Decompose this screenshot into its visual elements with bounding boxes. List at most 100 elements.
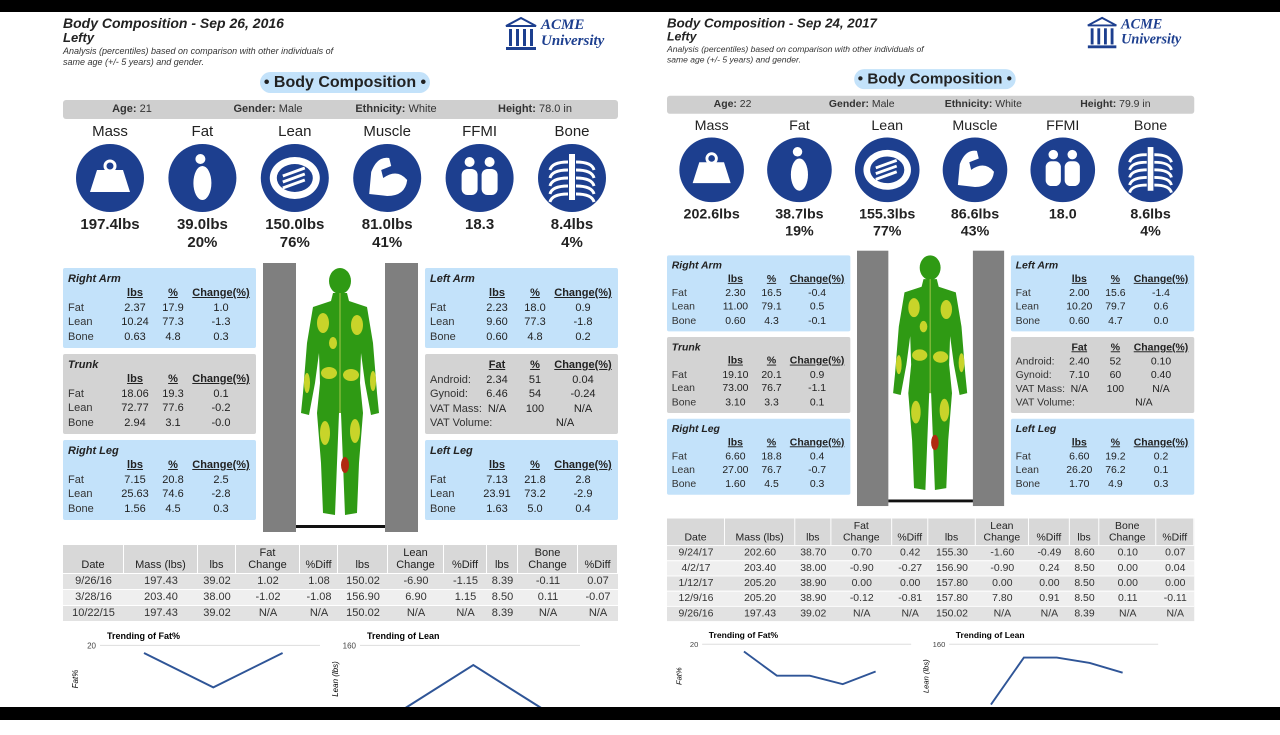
column-header: Fat	[1071, 341, 1088, 354]
cell: 0.60	[1069, 314, 1090, 327]
trend-title: Trending of Lean	[956, 631, 1025, 641]
metric-amount: 202.6lbs	[683, 205, 740, 223]
row-label: Bone	[671, 314, 697, 327]
history-cell: 38.00	[800, 562, 827, 574]
cell: 2.94	[124, 416, 146, 429]
history-cell: N/A	[588, 607, 608, 619]
metric-amount: 39.0lbs	[176, 216, 228, 233]
icon-shape	[464, 157, 475, 167]
history-cell: 7.80	[992, 592, 1013, 604]
icon-shape	[548, 160, 596, 171]
trend-ylabel: Lean (lbs)	[331, 661, 340, 697]
icon-shape	[548, 192, 596, 203]
history-cell: 157.80	[936, 592, 968, 604]
row-label: Fat	[68, 301, 84, 314]
metric-percent: 77%	[872, 223, 902, 240]
row-label: Fat	[430, 301, 446, 314]
logo-icon	[505, 16, 537, 50]
icon-shape	[875, 159, 898, 170]
cell: -0.24	[570, 388, 596, 400]
trend-line	[743, 650, 876, 686]
history-cell: 0.00	[1039, 577, 1060, 589]
metric-name: Bone	[1133, 117, 1168, 134]
logo-icon	[1087, 16, 1117, 49]
logo-column	[1104, 28, 1107, 45]
history-column: Date	[63, 545, 124, 573]
cell: 0.2	[1153, 450, 1169, 462]
info-value: 22	[739, 98, 752, 110]
figure-patch	[911, 400, 921, 424]
cell: 77.3	[524, 316, 546, 328]
region-panel: Right Leg lbs% Change(%) Fat 6.60 18.8 0.4 Lean…	[667, 418, 851, 495]
cell: 2.30	[725, 287, 746, 299]
figure-patch	[958, 353, 965, 373]
info-bar	[667, 95, 1195, 114]
column-header: Change(%)	[192, 459, 250, 471]
y-tick-label: 20	[87, 641, 96, 650]
row-label: Android:	[430, 373, 471, 386]
cell: 27.00	[722, 464, 749, 476]
cell: 52	[1109, 355, 1122, 367]
cell: 1.60	[725, 478, 746, 490]
info-value: Male	[871, 98, 895, 110]
cell: -1.1	[808, 382, 827, 395]
row-label: Fat	[68, 473, 84, 486]
cell: 0.60	[486, 330, 508, 343]
history-cell: -0.11	[535, 575, 561, 587]
figure-patch	[317, 313, 329, 333]
cell: 20.8	[162, 473, 184, 486]
cell: 100	[525, 402, 545, 415]
info-label: Gender:	[233, 103, 276, 115]
history-cell: 0.91	[1039, 592, 1060, 604]
history-cell: N/A	[1166, 607, 1184, 620]
icon-shape	[875, 164, 898, 175]
cell: 4.5	[764, 478, 779, 490]
metric-name: Mass	[92, 123, 128, 140]
metric-name: Bone	[554, 123, 590, 140]
history-cell: -0.12	[849, 592, 874, 604]
cell: 20.1	[761, 368, 782, 381]
cell: 79.7	[1105, 300, 1126, 313]
cell: 4.3	[764, 314, 779, 327]
cell: 11.00	[722, 300, 749, 313]
metric-name: Mass	[694, 117, 729, 134]
icon-shape	[481, 169, 498, 195]
history-cell: -1.02	[255, 591, 281, 603]
info-value: 78.0 in	[538, 103, 572, 115]
icon-shape	[282, 172, 306, 184]
region-panel: Right Leg lbs% Change(%) Fat 7.15 20.8 2.5 Lean…	[63, 440, 256, 520]
cell: 4.8	[527, 330, 543, 343]
logo-column	[509, 29, 512, 46]
panel-title: Left Arm	[430, 273, 475, 285]
icon-shape	[282, 178, 306, 190]
cell: 76.7	[761, 382, 782, 395]
info-value: White	[995, 98, 1022, 110]
info-item: Gender: Male	[198, 103, 338, 115]
column-header: Change(%)	[1133, 341, 1189, 354]
logo-text: University	[541, 33, 605, 49]
figure-patch	[370, 371, 376, 391]
metric-amount: 8.4lbs	[550, 216, 594, 233]
history-column: Fat Change	[236, 545, 300, 573]
history-cell: 197.43	[144, 575, 178, 587]
history-cell: 1.08	[308, 575, 330, 587]
metric-name: Muscle	[952, 117, 998, 134]
icon-shape	[90, 170, 130, 192]
metric-percent: 4%	[561, 234, 583, 251]
cell: -1.8	[573, 316, 593, 328]
history-cell: 9/26/16	[678, 607, 714, 620]
scan-side	[385, 263, 418, 532]
cell: 0.3	[1153, 478, 1169, 490]
row-label: Fat	[1015, 450, 1031, 462]
history-cell: 10/22/15	[72, 607, 115, 619]
history-column: %Diff	[1156, 518, 1195, 546]
cell: 2.37	[124, 301, 146, 314]
metric-amount: 8.6lbs	[1130, 205, 1171, 223]
history-cell: 203.40	[144, 591, 178, 603]
row-label: Bone	[1015, 314, 1041, 327]
note: Analysis (percentiles) based on comparis…	[667, 44, 924, 65]
history-cell: 38.00	[203, 591, 231, 603]
history-cell: 203.40	[744, 562, 777, 574]
cell: 2.23	[486, 301, 508, 314]
cell: 6.60	[1069, 450, 1090, 462]
